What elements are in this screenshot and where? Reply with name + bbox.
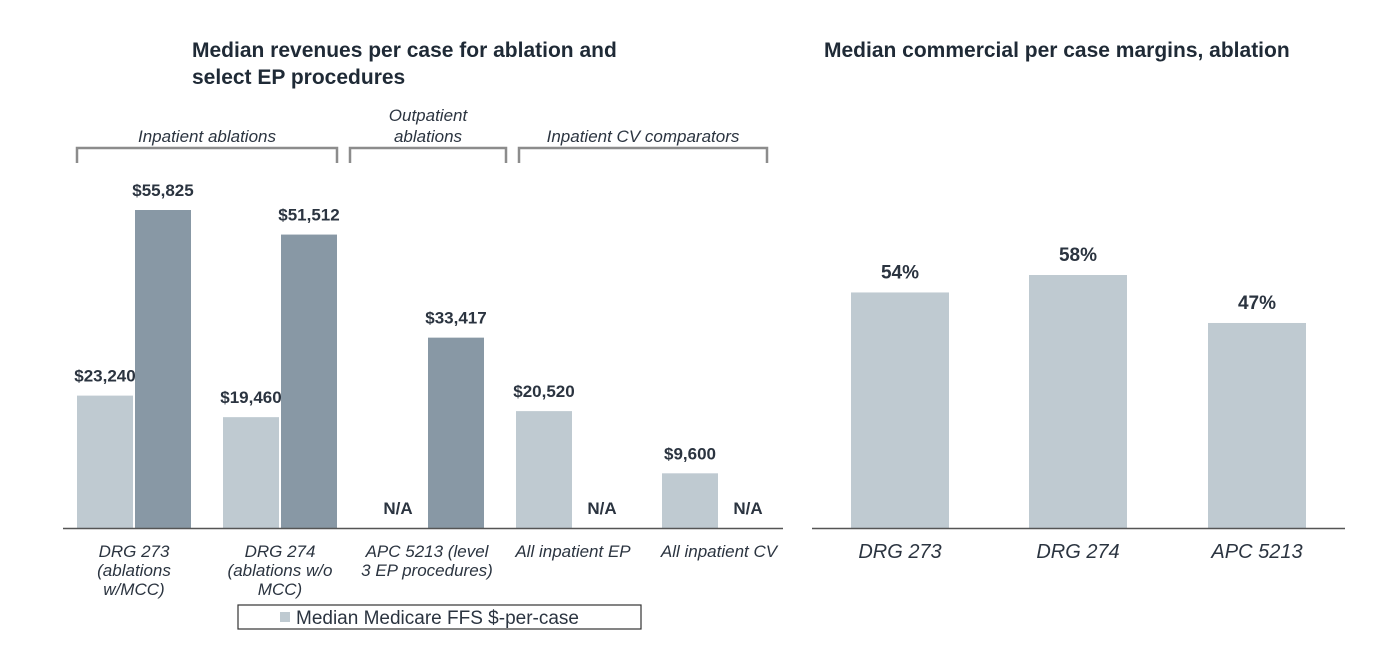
revenue-category-label-apc-5213-level-3-ep-procedures-line-1: 3 EP procedures): [361, 561, 493, 580]
group-brackets: Inpatient ablations Outpatient ablations In…: [75, 106, 769, 163]
revenue-bar-all-inpatient-cv-s0: [662, 473, 718, 528]
revenue-category-label-drg-274-ablations-w-o-mcc-line-0: DRG 274: [245, 542, 316, 561]
group-label-outpatient-ablations-line-0: Outpatient: [389, 106, 469, 125]
revenue-na-label-all-inpatient-ep-s1: N/A: [587, 499, 616, 518]
revenue-bar-all-inpatient-ep-s0: [516, 411, 572, 528]
revenue-na-label-all-inpatient-cv-s1: N/A: [733, 499, 762, 518]
legend: Median Medicare FFS $-per-case: [237, 604, 642, 630]
legend-label-medicare: Median Medicare FFS $-per-case: [296, 608, 579, 629]
margin-chart-title: Median commercial per case margins, abla…: [824, 39, 1290, 62]
revenue-chart-title-line-1: Median revenues per case for ablation an…: [192, 39, 617, 62]
margin-category-labels: DRG 273 DRG 274 APC 5213: [858, 541, 1302, 563]
revenue-category-label-apc-5213-level-3-ep-procedures-line-0: APC 5213 (level: [365, 542, 490, 561]
revenue-bar-drg-274-ablations-w-o-mcc-s1: [281, 234, 337, 528]
revenue-bars: $23,240 $19,460 N/A $20,520 $9,600 $55,825 $51…: [74, 181, 763, 528]
revenue-category-label-drg-274-ablations-w-o-mcc-line-2: MCC): [258, 580, 302, 599]
legend-swatch-medicare: [280, 612, 290, 622]
revenue-category-label-all-inpatient-ep-line-0: All inpatient EP: [514, 542, 631, 561]
margin-category-label-apc-5213: APC 5213: [1210, 541, 1302, 563]
margin-category-label-drg-274: DRG 274: [1036, 541, 1119, 563]
margin-category-label-drg-273: DRG 273: [858, 541, 941, 563]
group-bracket-inpatient-cv-comparators: [517, 146, 769, 163]
group-bracket-outpatient-ablations: [348, 146, 508, 163]
revenue-chart-title-line-2: select EP procedures: [192, 66, 405, 89]
revenue-category-label-drg-273-ablations-w-mcc-line-0: DRG 273: [99, 542, 170, 561]
revenue-bar-apc-5213-level-3-ep-procedures-s1: [428, 337, 484, 528]
group-label-inpatient-cv-comparators-line-0: Inpatient CV comparators: [547, 127, 740, 146]
revenue-category-label-drg-273-ablations-w-mcc-line-2: w/MCC): [103, 580, 164, 599]
margin-value-label-drg-274: 58%: [1059, 245, 1097, 266]
revenue-category-label-drg-273-ablations-w-mcc-line-1: (ablations: [97, 561, 171, 580]
margin-bar-drg-274: [1029, 275, 1127, 528]
revenue-value-label-drg-274-ablations-w-o-mcc-s0: $19,460: [220, 388, 281, 407]
revenue-value-label-all-inpatient-cv-s0: $9,600: [664, 444, 716, 463]
legend-box: [237, 604, 642, 630]
margin-value-label-apc-5213: 47%: [1238, 293, 1276, 314]
revenue-bar-drg-274-ablations-w-o-mcc-s0: [223, 417, 279, 528]
revenue-value-label-drg-273-ablations-w-mcc-s1: $55,825: [132, 181, 193, 200]
revenue-value-label-drg-273-ablations-w-mcc-s0: $23,240: [74, 367, 135, 386]
revenue-value-label-apc-5213-level-3-ep-procedures-s1: $33,417: [425, 309, 486, 328]
revenue-category-label-drg-274-ablations-w-o-mcc-line-1: (ablations w/o: [228, 561, 333, 580]
margin-bar-drg-273: [851, 292, 949, 528]
revenue-bar-drg-273-ablations-w-mcc-s1: [135, 210, 191, 528]
revenue-bar-drg-273-ablations-w-mcc-s0: [77, 395, 133, 528]
revenue-chart: Median revenues per case for ablation an…: [63, 39, 783, 630]
group-label-inpatient-ablations-line-0: Inpatient ablations: [138, 127, 276, 146]
margin-bar-apc-5213: [1208, 322, 1306, 528]
group-label-outpatient-ablations-line-1: ablations: [394, 127, 463, 146]
margin-value-label-drg-273: 54%: [881, 262, 919, 283]
margin-chart: Median commercial per case margins, abla…: [812, 39, 1345, 563]
group-bracket-inpatient-ablations: [75, 146, 339, 163]
revenue-na-label-apc-5213-level-3-ep-procedures-s0: N/A: [383, 499, 412, 518]
revenue-value-label-all-inpatient-ep-s0: $20,520: [513, 382, 574, 401]
revenue-category-label-all-inpatient-cv-line-0: All inpatient CV: [660, 542, 779, 561]
revenue-value-label-drg-274-ablations-w-o-mcc-s1: $51,512: [278, 206, 339, 225]
margin-bars: 54% 58% 47%: [851, 245, 1306, 528]
